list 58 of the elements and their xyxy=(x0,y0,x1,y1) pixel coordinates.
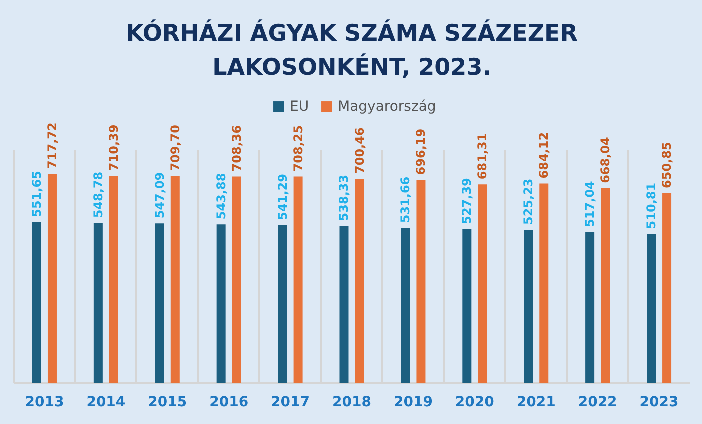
bar xyxy=(109,176,118,383)
bar xyxy=(232,176,242,383)
x-tick-label: 2013 xyxy=(25,394,64,410)
data-label: 717,72 xyxy=(45,122,60,169)
bar xyxy=(355,178,364,383)
data-label: 510,81 xyxy=(644,182,659,230)
x-tick-label: 2018 xyxy=(332,394,372,410)
data-label: 531,66 xyxy=(398,176,413,224)
x-tick-label: 2016 xyxy=(210,394,249,410)
bar xyxy=(278,225,288,383)
x-tick-label: 2017 xyxy=(271,394,310,410)
bar xyxy=(524,230,534,383)
bar xyxy=(170,176,180,383)
bar xyxy=(540,184,549,383)
x-tick-label: 2022 xyxy=(578,394,618,410)
data-label: 710,39 xyxy=(106,124,121,172)
data-label: 547,09 xyxy=(152,172,167,219)
x-tick-label: 2023 xyxy=(640,394,679,410)
data-label: 650,85 xyxy=(660,142,674,188)
data-label: 538,33 xyxy=(337,174,352,222)
legend-label: EU xyxy=(290,99,310,115)
data-label: 668,04 xyxy=(598,137,613,184)
data-label: 681,31 xyxy=(476,133,490,180)
bar xyxy=(216,224,226,383)
bar xyxy=(48,174,57,383)
bar xyxy=(586,232,595,383)
data-label: 551,65 xyxy=(30,171,44,218)
x-tick-label: 2014 xyxy=(86,394,126,410)
data-label: 700,46 xyxy=(352,128,367,174)
bar xyxy=(601,188,610,383)
bar xyxy=(401,228,410,383)
bar xyxy=(340,226,349,383)
data-label: 548,78 xyxy=(91,172,106,218)
data-label: 709,70 xyxy=(168,124,182,172)
data-label: 696,19 xyxy=(414,128,428,176)
data-label: 708,25 xyxy=(291,125,306,172)
x-tick-label: 2020 xyxy=(455,394,495,410)
bar xyxy=(462,229,472,383)
data-label: 527,39 xyxy=(460,178,474,224)
data-label: 543,88 xyxy=(214,173,228,220)
legend-label: Magyarország xyxy=(338,99,436,115)
bar xyxy=(478,184,488,383)
x-tick-label: 2015 xyxy=(148,394,188,410)
chart-title: KÓRHÁZI ÁGYAK SZÁMA SZÁZEZER LAKOSONKÉNT, 2023. xyxy=(126,19,578,81)
bar xyxy=(32,222,42,383)
data-label: 525,23 xyxy=(522,178,536,226)
bar xyxy=(647,234,656,383)
data-label: 517,04 xyxy=(583,181,598,228)
bar xyxy=(94,223,103,383)
data-label: 684,12 xyxy=(537,132,552,179)
data-label: 541,29 xyxy=(276,174,290,220)
bar xyxy=(294,176,303,383)
x-tick-label: 2019 xyxy=(394,394,433,410)
bar xyxy=(155,224,164,383)
bar xyxy=(416,180,426,383)
x-tick-label: 2021 xyxy=(516,394,556,410)
bar xyxy=(662,193,672,383)
data-label: 708,36 xyxy=(230,125,244,172)
